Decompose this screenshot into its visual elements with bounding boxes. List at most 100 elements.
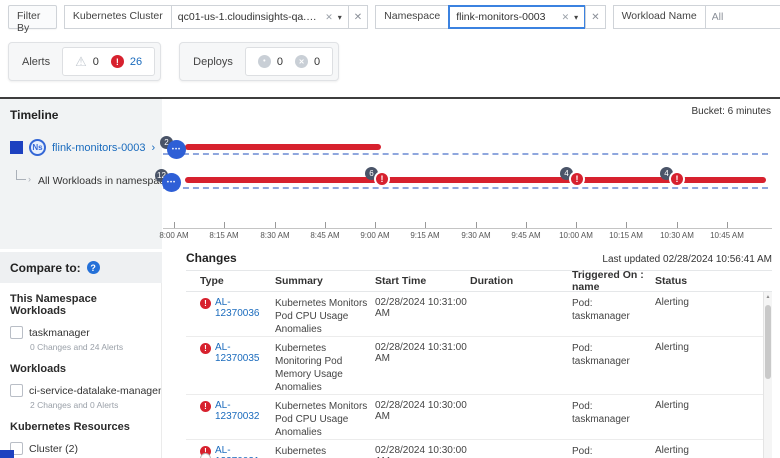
alert-marker[interactable]: 4 !	[560, 167, 588, 193]
column-header-start-time[interactable]: Start Time	[375, 275, 427, 287]
scrollbar-thumb[interactable]	[765, 305, 771, 379]
axis-tick	[727, 222, 728, 228]
time-axis	[163, 228, 772, 229]
scroll-up-icon[interactable]: ▲	[765, 294, 771, 300]
ellipsis-icon[interactable]: •••	[167, 140, 186, 159]
alert-id-link[interactable]: AL-12370036	[215, 297, 260, 319]
namespace-alert-bar[interactable]	[185, 144, 381, 150]
deploy-icon: •	[257, 55, 271, 68]
bucket-label: Bucket: 6 minutes	[691, 106, 771, 117]
checkbox[interactable]	[10, 384, 23, 397]
column-header-type[interactable]: Type	[200, 275, 224, 287]
table-scrollbar[interactable]: ▲	[763, 292, 772, 458]
alert-icon[interactable]: !	[569, 171, 585, 187]
namespace-filter-select[interactable]: flink-monitors-0003 ✕ ▾	[448, 5, 587, 29]
workload-filter-select[interactable]: All ▾	[704, 5, 780, 29]
axis-label: 9:00 AM	[360, 231, 390, 240]
compare-item-label: taskmanager	[29, 326, 90, 339]
compare-item-label: Cluster (2)	[29, 442, 79, 455]
compare-list: This Namespace Workloads taskmanager 0 C…	[0, 283, 162, 458]
cluster-filter-value: qc01-us-1.cloudinsights-qa.netapp.com	[177, 11, 318, 23]
checkbox[interactable]	[10, 326, 23, 339]
workloads-row-label: All Workloads in namespace	[38, 175, 171, 187]
alert-id-link[interactable]: AL-12370035	[215, 342, 260, 364]
deploys-counts: • 0 ✕ 0	[244, 47, 334, 76]
table-row[interactable]: ! AL-12370031 Kubernetes Monitoring Pod …	[186, 440, 772, 458]
tree-arrow-icon: ›	[28, 174, 31, 184]
alerts-label: Alerts	[22, 55, 51, 68]
row-summary: Kubernetes Monitoring Pod Memory Usage A…	[275, 343, 343, 393]
row-start-time: 02/28/2024 10:31:00 AM	[375, 342, 467, 364]
table-row[interactable]: ! AL-12370032 Kubernetes Monitors Pod CP…	[186, 395, 772, 440]
axis-label: 9:15 AM	[410, 231, 440, 240]
alerts-counts: ⚠ 0 ! 26	[62, 47, 156, 76]
axis-tick	[677, 222, 678, 228]
row-status: Alerting	[655, 342, 689, 353]
filter-by-label: Filter By	[8, 5, 57, 34]
tree-elbow-icon	[16, 170, 26, 180]
bottom-left-widget[interactable]	[0, 450, 14, 458]
compare-item-taskmanager[interactable]: taskmanager	[10, 326, 155, 339]
axis-tick	[626, 222, 627, 228]
last-updated-label: Last updated 02/28/2024 10:56:41 AM	[602, 254, 772, 265]
clear-icon[interactable]: ✕	[325, 11, 333, 22]
alert-id-link[interactable]: AL-12370031	[215, 445, 260, 458]
cluster-filter-select[interactable]: qc01-us-1.cloudinsights-qa.netapp.com ✕ …	[170, 5, 349, 29]
alerts-chip[interactable]: Alerts ⚠ 0 ! 26	[8, 42, 162, 81]
clear-icon[interactable]: ✕	[561, 11, 570, 22]
alert-id-link[interactable]: AL-12370032	[215, 400, 260, 422]
axis-label: 8:45 AM	[310, 231, 340, 240]
changes-title: Changes	[186, 251, 237, 265]
axis-tick	[224, 222, 225, 228]
alerts-warning-count: 0	[92, 55, 99, 68]
alert-marker[interactable]: 6 !	[365, 167, 393, 193]
remove-cluster-filter-button[interactable]: ✕	[347, 5, 369, 29]
alert-icon[interactable]: !	[374, 171, 390, 187]
alert-icon[interactable]: !	[669, 171, 685, 187]
axis-label: 10:45 AM	[710, 231, 744, 240]
namespace-link[interactable]: flink-monitors-0003	[52, 141, 146, 154]
table-row[interactable]: ! AL-12370035 Kubernetes Monitoring Pod …	[186, 337, 772, 395]
compare-item-sub: 0 Changes and 24 Alerts	[30, 342, 124, 352]
axis-tick	[476, 222, 477, 228]
remove-namespace-filter-button[interactable]: ✕	[585, 5, 606, 29]
compare-header: Compare to: ?	[0, 252, 162, 283]
deploys-count-2: 0	[314, 55, 321, 68]
alerts-critical-count: 26	[129, 55, 143, 68]
column-header-triggered-on[interactable]: Triggered On : name	[572, 270, 644, 293]
timeline-namespace-row-label: Ns flink-monitors-0003 ›	[10, 139, 155, 156]
timeline-title: Timeline	[10, 108, 59, 122]
row-duration	[470, 297, 572, 336]
changes-table-header: Type Summary Start Time Duration Trigger…	[186, 270, 772, 293]
axis-label: 8:30 AM	[260, 231, 290, 240]
ellipsis-icon[interactable]: •••	[162, 173, 181, 192]
compare-item-ci-service[interactable]: ci-service-datalake-management	[10, 384, 161, 397]
row-duration	[470, 400, 572, 439]
axis-tick	[526, 222, 527, 228]
column-header-summary[interactable]: Summary	[275, 275, 323, 287]
compare-title: Compare to:	[10, 260, 81, 275]
chevron-down-icon[interactable]: ▾	[337, 12, 342, 22]
deploys-chip[interactable]: Deploys • 0 ✕ 0	[179, 42, 340, 81]
namespace-filter-label: Namespace	[375, 5, 450, 29]
namespace-event-badge[interactable]: 2 •••	[160, 136, 188, 160]
row-status: Alerting	[655, 297, 689, 308]
workloads-timeline-baseline	[163, 187, 768, 189]
alert-icon: !	[200, 401, 211, 412]
help-icon[interactable]: ?	[86, 261, 100, 274]
column-header-status[interactable]: Status	[655, 275, 688, 287]
deploy-failed-icon: ✕	[295, 55, 309, 68]
axis-label: 10:15 AM	[609, 231, 643, 240]
namespace-icon: Ns	[29, 139, 46, 156]
workloads-event-badge[interactable]: 12 •••	[155, 169, 183, 193]
row-duration	[470, 342, 572, 394]
axis-label: 8:15 AM	[209, 231, 239, 240]
column-header-duration[interactable]: Duration	[470, 275, 514, 287]
table-row[interactable]: ! AL-12370036 Kubernetes Monitors Pod CP…	[186, 292, 772, 337]
workloads-alert-bar[interactable]	[185, 177, 766, 183]
axis-tick	[375, 222, 376, 228]
chevron-down-icon[interactable]: ▾	[574, 12, 579, 22]
alert-marker[interactable]: 4 !	[660, 167, 688, 193]
compare-item-cluster[interactable]: Cluster (2)	[10, 442, 155, 455]
